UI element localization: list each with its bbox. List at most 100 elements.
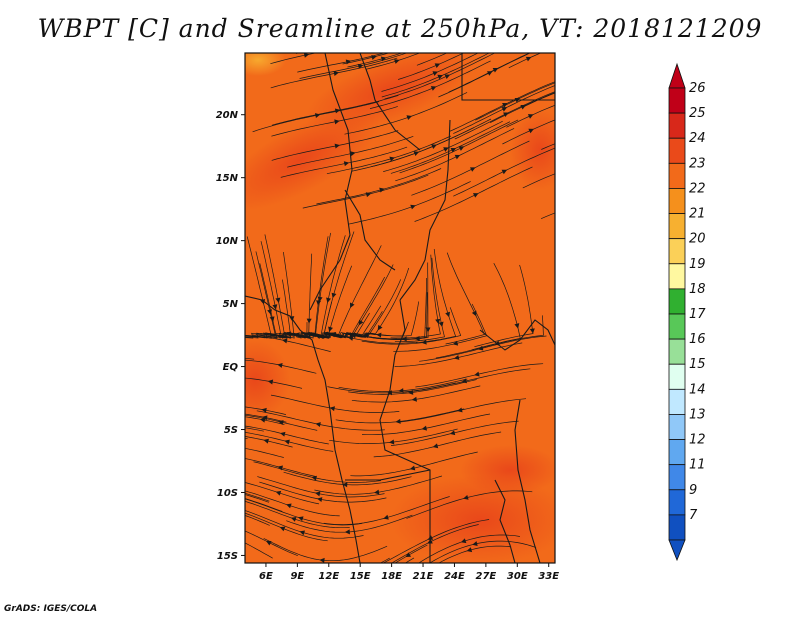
- border-line: [461, 53, 555, 101]
- streamline: [393, 303, 488, 352]
- streamline: [245, 377, 303, 389]
- border-line: [309, 53, 353, 311]
- streamline-arrow: [298, 516, 304, 522]
- streamline-arrow: [334, 143, 340, 149]
- streamline-arrow: [277, 465, 284, 471]
- streamline-arrow: [350, 302, 355, 309]
- streamline-arrow: [350, 333, 357, 339]
- streamline: [338, 378, 468, 392]
- streamline-arrow: [328, 326, 333, 332]
- streamline-arrow: [466, 547, 473, 553]
- streamline: [404, 557, 415, 563]
- streamline-arrow: [280, 431, 286, 437]
- colorbar-swatch: [668, 188, 686, 214]
- colorbar-label: 14: [689, 382, 706, 397]
- colorbar-label: 7: [689, 508, 698, 523]
- map-frame: [244, 52, 556, 564]
- streamline-arrow: [471, 310, 477, 317]
- streamline-arrow: [315, 422, 321, 428]
- streamline-arrow: [314, 491, 321, 497]
- colorbar-swatch: [668, 263, 686, 290]
- colorbar-swatch: [668, 112, 686, 139]
- streamline-arrow: [344, 529, 350, 535]
- streamline-arrow: [409, 465, 416, 471]
- streamline-arrow: [275, 297, 281, 303]
- colorbar-swatch: [668, 313, 686, 340]
- lon-tick-label: 9E: [290, 571, 304, 582]
- streamline-arrow: [269, 316, 275, 322]
- streamline-arrow: [503, 112, 509, 117]
- streamline: [245, 427, 264, 432]
- streamline-arrow: [383, 514, 389, 520]
- streamline-arrow: [398, 388, 404, 394]
- lon-tick-label: 15E: [350, 571, 371, 582]
- streamline: [245, 542, 273, 559]
- colorbar-swatch: [668, 162, 686, 189]
- colorbar-swatch: [668, 238, 686, 265]
- streamline-arrow: [342, 482, 348, 488]
- credit-label: GrADS: IGES/COLA: [4, 604, 98, 614]
- streamline: [383, 120, 503, 172]
- streamline-arrow: [437, 74, 443, 80]
- streamline-arrow: [432, 443, 439, 449]
- streamline-arrow: [434, 63, 441, 68]
- colorbar-swatch: [668, 137, 686, 164]
- streamline-arrow: [421, 425, 428, 431]
- lon-tick-label: 27E: [476, 571, 497, 582]
- streamline-arrow: [501, 107, 508, 112]
- colorbar-label: 21: [689, 207, 706, 222]
- streamline: [252, 241, 282, 339]
- streamline-arrow: [365, 192, 372, 198]
- streamline-arrow: [290, 516, 297, 522]
- streamline-arrow: [277, 363, 283, 368]
- lat-tick-label: 10N: [216, 236, 239, 247]
- streamline-arrow: [334, 108, 341, 114]
- streamline-arrow: [306, 318, 312, 324]
- streamline-arrow: [514, 323, 520, 329]
- streamline: [271, 106, 398, 137]
- colorbar-swatch: [668, 489, 686, 516]
- border-line: [399, 119, 451, 301]
- colorbar-label: 19: [689, 257, 706, 272]
- streamline-arrow: [279, 526, 286, 532]
- streamline-arrow: [469, 167, 476, 172]
- colorbar-swatch: [668, 363, 686, 390]
- streamline: [259, 481, 387, 503]
- streamline-arrow: [528, 128, 534, 134]
- streamline-arrow: [405, 552, 412, 558]
- streamline: [384, 53, 496, 100]
- lat-tick-label: 5N: [223, 299, 239, 310]
- lon-tick-label: 30E: [507, 571, 528, 582]
- streamline-arrow: [529, 328, 535, 334]
- streamline-arrow: [525, 56, 532, 62]
- colorbar-swatch: [668, 338, 686, 365]
- warm-region: [304, 53, 476, 132]
- streamlines: [245, 53, 555, 563]
- streamline: [361, 307, 462, 345]
- streamline: [344, 92, 468, 135]
- warm-region: [510, 110, 555, 190]
- streamline-arrow: [260, 417, 266, 423]
- streamline-arrow: [458, 146, 465, 151]
- streamline: [245, 490, 340, 517]
- border-line: [379, 299, 431, 563]
- streamline-arrow: [443, 147, 449, 152]
- streamline-arrow: [357, 63, 364, 69]
- streamline-arrow: [413, 151, 420, 156]
- streamline-arrow: [374, 489, 380, 495]
- streamline-arrow: [317, 296, 323, 302]
- streamline-arrow: [472, 541, 478, 546]
- streamline-arrow: [316, 497, 323, 503]
- streamline: [245, 358, 255, 360]
- lat-tick-label: 10S: [217, 488, 238, 499]
- colorbar-swatch: [668, 288, 686, 315]
- colorbar-label: 11: [689, 458, 706, 473]
- border-line: [359, 53, 421, 151]
- streamline-arrow: [435, 318, 441, 325]
- border-line: [245, 295, 361, 563]
- colorbar-label: 23: [689, 156, 706, 171]
- colorbar-swatch: [668, 439, 686, 466]
- streamline: [416, 53, 448, 66]
- streamline-arrow: [449, 430, 456, 436]
- lon-tick-label: 18E: [381, 571, 402, 582]
